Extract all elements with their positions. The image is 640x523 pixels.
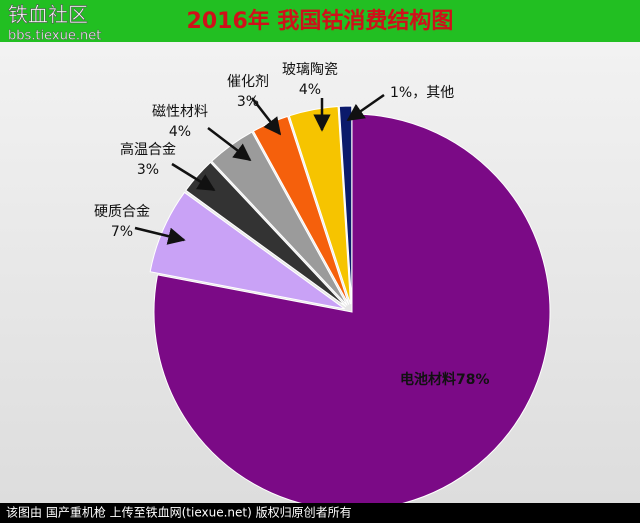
category-label: 催化剂 xyxy=(227,74,269,90)
value-label: 1%， xyxy=(390,85,426,101)
slice-label: 高温合金 3% xyxy=(120,141,176,178)
slice-label: 1%，其他 xyxy=(390,85,454,101)
title-band xyxy=(0,0,640,42)
category-label: 硬质合金 xyxy=(94,204,150,220)
value-label: 78% xyxy=(456,372,490,388)
label-arrow xyxy=(346,93,385,122)
value-label: 4% xyxy=(299,82,321,98)
label-arrow xyxy=(207,127,252,162)
chart-title: 2016年 我国钴消费结构图 xyxy=(187,8,454,34)
value-label: 7% xyxy=(111,224,133,240)
slice-label: 磁性材料 4% xyxy=(152,104,208,140)
slice-label: 玻璃陶瓷 4% xyxy=(282,61,338,98)
category-label: 其他 xyxy=(426,85,454,101)
pie-slice xyxy=(153,113,551,511)
watermark-site: 铁血社区 xyxy=(8,3,88,27)
slice-label: 硬质合金 7% xyxy=(94,204,150,240)
pie-slice xyxy=(149,191,345,310)
value-label: 3% xyxy=(137,162,159,178)
pie-slice xyxy=(288,106,351,305)
category-label: 电池材料 xyxy=(400,371,456,388)
category-label: 高温合金 xyxy=(120,141,176,158)
slice-label: 电池材料78% xyxy=(400,371,490,388)
footer: 该图由 国产重机枪 上传至铁血网(tiexue.net) 版权归原创者所有 xyxy=(6,505,352,520)
label-arrow xyxy=(171,162,216,192)
value-label: 4% xyxy=(169,124,191,140)
pie: 电池材料78%硬质合金 7%高温合金 3%磁性材料 4%催化剂 3%玻璃陶瓷 4% 1%，其… xyxy=(94,61,551,511)
footer-band xyxy=(0,503,640,523)
category-label: 磁性材料 xyxy=(152,104,208,120)
category-label: 玻璃陶瓷 xyxy=(282,61,338,78)
watermark-url: bbs.tiexue.net xyxy=(8,29,101,44)
label-arrow xyxy=(251,97,282,136)
label-arrow xyxy=(134,226,186,245)
